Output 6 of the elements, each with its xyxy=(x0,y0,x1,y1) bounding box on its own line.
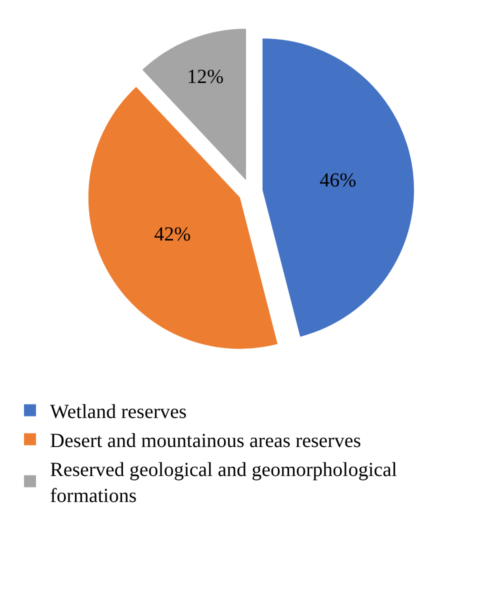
data-label: 46% xyxy=(320,169,356,192)
legend-label: Reserved geological and geomorphological formations xyxy=(50,459,398,508)
legend-label: Wetland reserves xyxy=(50,401,187,424)
data-label: 12% xyxy=(186,66,224,88)
data-label: 42% xyxy=(154,223,191,246)
legend-label: Desert and mountainous areas reserves xyxy=(50,430,362,452)
